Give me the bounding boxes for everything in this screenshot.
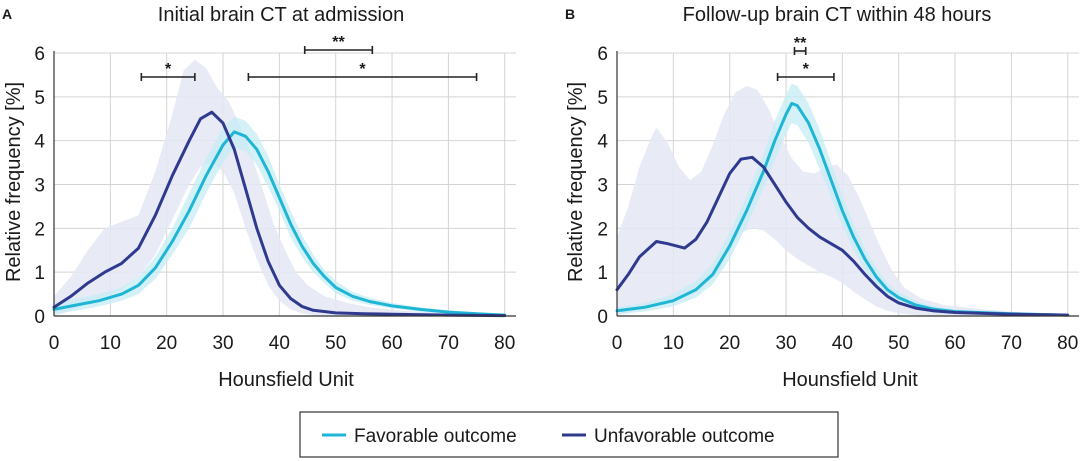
x-tick-label: 20: [719, 333, 740, 354]
y-tick-label: 1: [34, 263, 45, 284]
panel-b-y-axis-title: Relative frequency [%]: [565, 82, 587, 282]
x-tick-label: 30: [212, 333, 233, 354]
significance-bracket: **: [303, 34, 374, 54]
y-tick-label: 3: [34, 176, 45, 197]
panel-a: A Initial brain CT at admission 0 10 20 30 4…: [2, 4, 516, 391]
x-tick-label: 50: [888, 333, 909, 354]
x-tick-label: 50: [325, 333, 346, 354]
x-tick-label: 70: [1001, 333, 1022, 354]
panel-b-significance: ***: [776, 35, 835, 81]
x-tick-label: 40: [269, 333, 290, 354]
significance-label: *: [165, 61, 172, 78]
x-tick-label: 40: [832, 333, 853, 354]
favorable-band: [54, 116, 505, 316]
panel-b-bands: [617, 83, 1068, 317]
y-tick-label: 1: [597, 263, 608, 284]
favorable-band: [617, 83, 1068, 316]
legend-label-favorable: Favorable outcome: [354, 426, 517, 447]
significance-label: **: [794, 35, 807, 52]
y-tick-label: 5: [34, 88, 45, 109]
y-tick-label: 6: [34, 44, 45, 65]
panel-b: B Follow-up brain CT within 48 hours 0 10…: [565, 4, 1079, 391]
panel-a-bands: [54, 59, 505, 316]
legend-label-unfavorable: Unfavorable outcome: [594, 426, 775, 447]
panel-a-title: Initial brain CT at admission: [158, 4, 404, 26]
panel-a-y-axis-title: Relative frequency [%]: [3, 82, 25, 282]
significance-label: *: [803, 61, 810, 78]
unfavorable-outcome-line: [615, 155, 1070, 317]
x-tick-label: 0: [49, 333, 60, 354]
favorable-outcome-line: [52, 130, 507, 317]
y-tick-label: 6: [597, 44, 608, 65]
unfavorable-outcome-line: [52, 110, 507, 318]
significance-bracket: *: [140, 61, 196, 81]
x-tick-label: 20: [156, 333, 177, 354]
x-tick-label: 80: [1057, 333, 1078, 354]
legend: Favorable outcome Unfavorable outcome: [299, 411, 839, 458]
panel-b-letter: B: [565, 6, 575, 22]
x-tick-label: 10: [663, 333, 684, 354]
panel-b-lines: [615, 101, 1070, 317]
panel-b-title: Follow-up brain CT within 48 hours: [683, 4, 992, 26]
significance-label: *: [359, 61, 366, 78]
panel-b-axes: [616, 51, 1079, 317]
panel-a-x-axis-title: Hounsfield Unit: [218, 369, 354, 391]
significance-bracket: *: [776, 61, 835, 81]
x-tick-label: 0: [612, 333, 623, 354]
y-tick-label: 5: [597, 88, 608, 109]
y-tick-label: 2: [597, 219, 608, 240]
x-tick-label: 80: [494, 333, 515, 354]
y-tick-label: 0: [34, 307, 45, 328]
x-tick-label: 60: [381, 333, 402, 354]
x-tick-label: 70: [438, 333, 459, 354]
y-tick-label: 0: [597, 307, 608, 328]
panel-a-significance: ****: [140, 34, 478, 81]
panel-b-x-axis-title: Hounsfield Unit: [782, 369, 918, 391]
favorable-outcome-line: [615, 101, 1070, 317]
panel-a-ticks: 0 10 20 30 40 50 60 70 80 0 1 2 3 4 5 6: [34, 44, 515, 354]
panel-b-ticks: 0 10 20 30 40 50 60 70 80 0 1 2 3 4 5 6: [597, 44, 1078, 354]
x-tick-label: 10: [100, 333, 121, 354]
significance-bracket: **: [793, 35, 807, 55]
panel-a-grid: [54, 52, 516, 316]
unfavorable-band: [54, 59, 505, 316]
panel-a-letter: A: [2, 6, 12, 22]
y-tick-label: 4: [34, 132, 45, 153]
panel-a-axes: [53, 51, 516, 317]
x-tick-label: 60: [944, 333, 965, 354]
y-tick-label: 2: [34, 219, 45, 240]
panel-a-lines: [52, 110, 507, 318]
x-tick-label: 30: [775, 333, 796, 354]
y-tick-label: 4: [597, 132, 608, 153]
y-tick-label: 3: [597, 176, 608, 197]
significance-bracket: *: [247, 61, 478, 81]
significance-label: **: [332, 34, 345, 51]
